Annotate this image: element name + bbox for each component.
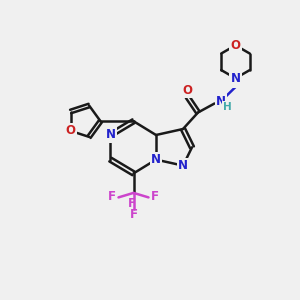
Text: H: H	[223, 102, 232, 112]
Text: N: N	[151, 153, 161, 166]
Text: F: F	[151, 190, 159, 203]
Text: N: N	[216, 94, 226, 108]
Text: N: N	[230, 74, 241, 87]
Text: O: O	[66, 124, 76, 137]
Text: O: O	[230, 39, 241, 52]
Text: N: N	[105, 128, 116, 142]
Text: F: F	[108, 190, 116, 203]
Text: N: N	[230, 72, 241, 85]
Text: N: N	[178, 159, 188, 172]
Text: O: O	[182, 84, 193, 97]
Text: F: F	[128, 197, 136, 210]
Text: F: F	[130, 208, 137, 221]
